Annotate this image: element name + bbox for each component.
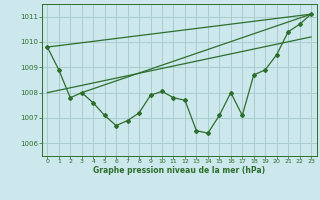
X-axis label: Graphe pression niveau de la mer (hPa): Graphe pression niveau de la mer (hPa) bbox=[93, 166, 265, 175]
